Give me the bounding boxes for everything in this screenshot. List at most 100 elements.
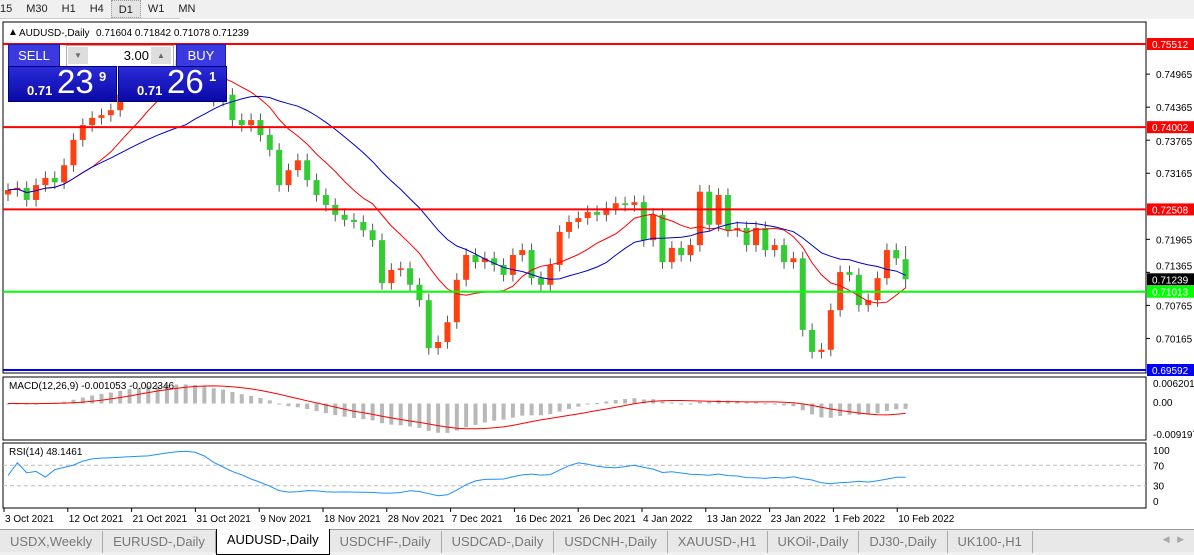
triangle-up-icon[interactable]: ▲	[151, 47, 171, 64]
candle-body	[248, 120, 255, 126]
macd-histogram-bar	[838, 403, 843, 416]
candle-body	[874, 278, 881, 301]
macd-histogram-bar	[557, 403, 562, 412]
macd-histogram-bar	[90, 395, 95, 404]
date-tick-label: 21 Oct 2021	[133, 514, 188, 525]
date-tick-label: 28 Nov 2021	[388, 514, 445, 525]
macd-histogram-bar	[538, 403, 543, 416]
candle-body	[818, 349, 825, 352]
sell-button[interactable]: SELL	[8, 44, 60, 68]
candle	[350, 213, 357, 229]
macd-histogram-bar	[361, 403, 366, 420]
candle-body	[238, 120, 245, 126]
chart-tab[interactable]: USDCNH-,Daily	[554, 531, 668, 553]
macd-histogram-bar	[333, 403, 338, 416]
chart-canvas[interactable]: ▲ AUDUSD-,Daily 0.71604 0.71842 0.71078 0.…	[0, 0, 1194, 530]
sell-price[interactable]: 0.71 23 9	[8, 63, 117, 102]
horizontal-line-price: 0.72508	[1152, 205, 1189, 216]
candle	[304, 153, 311, 187]
candle	[696, 185, 703, 252]
macd-histogram-bar	[819, 403, 824, 418]
chart-tab[interactable]: EURUSD-,Daily	[103, 531, 216, 553]
candle	[687, 238, 694, 262]
macd-histogram-bar	[454, 403, 459, 431]
horizontal-line-price-badge	[1147, 121, 1194, 134]
triangle-down-icon[interactable]: ▼	[68, 47, 88, 64]
candle	[369, 223, 376, 247]
chart-tab[interactable]: UKOil-,Daily	[768, 531, 860, 553]
macd-histogram-bar	[613, 400, 618, 404]
buy-price[interactable]: 0.71 26 1	[118, 63, 227, 102]
macd-histogram-bar	[445, 403, 450, 433]
timeframe-mn[interactable]: MN	[178, 3, 196, 15]
candle	[799, 251, 806, 337]
macd-histogram-bar	[342, 403, 347, 417]
macd-histogram-bar	[847, 403, 852, 415]
macd-histogram-bar	[828, 403, 833, 418]
macd-histogram-bar	[80, 397, 85, 404]
candle-body	[622, 203, 629, 205]
timeframe-15[interactable]: 15	[0, 3, 13, 15]
lot-size-input[interactable]	[89, 47, 151, 63]
candle-body	[594, 212, 601, 215]
candle-body	[285, 170, 292, 186]
candle	[481, 251, 488, 269]
timeframe-h4[interactable]: H4	[89, 3, 104, 15]
macd-histogram-bar	[155, 385, 160, 404]
chart-tab[interactable]: USDX,Weekly	[0, 531, 104, 553]
candle	[855, 268, 862, 312]
timeframe-m30[interactable]: M30	[26, 3, 48, 15]
candle	[248, 113, 255, 132]
macd-histogram-bar	[295, 403, 300, 408]
chart-tab[interactable]: USDCHF-,Daily	[330, 531, 442, 553]
buy-button[interactable]: BUY	[176, 44, 226, 68]
timeframe-h1[interactable]: H1	[61, 3, 76, 15]
macd-histogram-bar	[286, 403, 291, 407]
candle	[294, 153, 301, 177]
candle	[846, 265, 853, 282]
candle	[781, 238, 788, 269]
price-tick-label: 0.71965	[1156, 235, 1193, 246]
macd-histogram-bar	[417, 403, 422, 428]
candle-body	[61, 165, 68, 183]
rsi-tick-label: 100	[1153, 446, 1170, 457]
macd-histogram-bar	[267, 400, 272, 404]
chart-tab[interactable]: DJ30-,Daily	[859, 531, 948, 553]
chart-tab[interactable]: XAUUSD-,H1	[668, 531, 768, 553]
candle-body	[612, 203, 619, 209]
macd-histogram-bar	[71, 399, 76, 404]
timeframe-d1[interactable]: D1	[110, 0, 141, 18]
tab-scroll-arrows[interactable]: ◀ ▶	[1162, 534, 1184, 544]
macd-histogram-bar	[146, 386, 151, 404]
candle-body	[23, 187, 30, 200]
candle-body	[89, 117, 96, 126]
candle-body	[481, 258, 488, 263]
macd-histogram-bar	[258, 397, 263, 404]
candle-body	[42, 177, 49, 186]
macd-histogram-bar	[426, 403, 431, 431]
chart-tab[interactable]: UK100-,H1	[948, 531, 1033, 553]
candle-body	[360, 221, 367, 231]
macd-histogram-bar	[800, 403, 805, 411]
macd-histogram-bar	[810, 403, 815, 415]
rsi-tick-label: 70	[1153, 461, 1165, 472]
candle-body	[883, 250, 890, 279]
candle-body	[79, 125, 86, 140]
candle	[5, 183, 11, 202]
macd-histogram-bar	[436, 403, 441, 433]
candle-body	[407, 268, 414, 285]
candle-body	[294, 160, 301, 171]
candle-body	[509, 255, 516, 275]
candle	[528, 243, 535, 285]
candle	[575, 211, 582, 229]
candle	[668, 241, 675, 269]
timeframe-w1[interactable]: W1	[147, 3, 165, 15]
chart-tab[interactable]: USDCAD-,Daily	[442, 531, 555, 553]
candle	[89, 111, 96, 132]
candle	[594, 205, 601, 222]
macd-histogram-bar	[585, 403, 590, 405]
candle	[313, 173, 320, 202]
candle-body	[584, 212, 591, 219]
candle	[743, 221, 750, 252]
chart-tab[interactable]: AUDUSD-,Daily	[215, 529, 330, 555]
